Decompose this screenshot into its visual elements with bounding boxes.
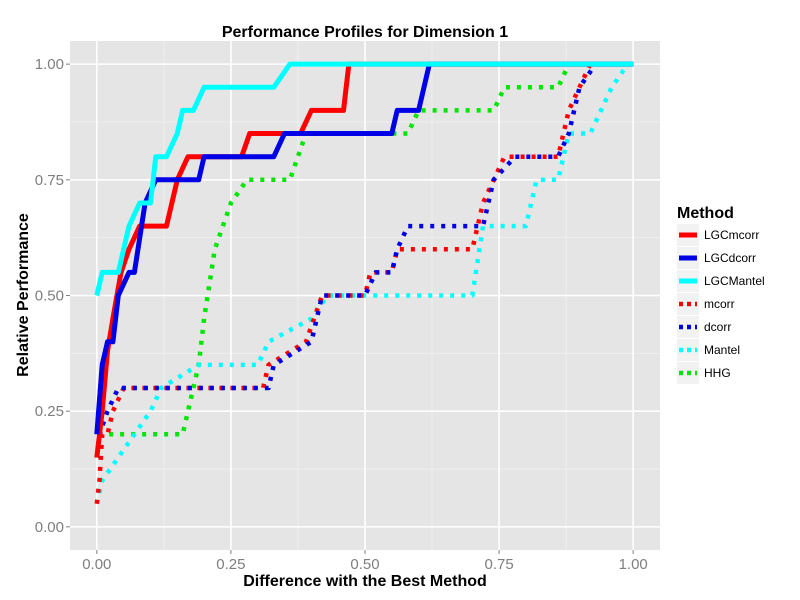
series-line-dcorr: [94, 61, 634, 458]
y-tick-label: 0.25: [35, 403, 64, 420]
legend-label: dcorr: [704, 320, 731, 334]
y-tick-label: 0.50: [35, 288, 64, 305]
legend: Method LGCmcorr LGCdcorr LGCMantel mcorr dco…: [677, 205, 765, 384]
series-line-lgcdcorr: [94, 61, 634, 435]
y-axis-title: Relative Performance: [15, 213, 32, 377]
y-tick-label: 0.75: [35, 172, 64, 189]
legend-label: HHG: [704, 366, 731, 380]
y-tick-label: 1.00: [35, 56, 64, 73]
legend-label: LGCdcorr: [704, 251, 756, 265]
x-tick-label: 1.00: [619, 556, 648, 573]
x-axis-ticks: 0.00 0.25 0.50 0.75 1.00: [82, 550, 648, 573]
legend-label: LGCMantel: [704, 274, 765, 288]
x-tick-label: 0.25: [216, 556, 245, 573]
y-tick-label: 0.00: [35, 519, 64, 536]
legend-title: Method: [677, 205, 734, 222]
chart-title: Performance Profiles for Dimension 1: [222, 24, 508, 41]
x-tick-label: 0.50: [350, 556, 379, 573]
legend-label: Mantel: [704, 343, 740, 357]
legend-label: mcorr: [704, 297, 735, 311]
y-axis-ticks: 0.00 0.25 0.50 0.75 1.00: [35, 56, 70, 536]
x-tick-label: 0.00: [82, 556, 111, 573]
series-lines: [94, 61, 634, 505]
series-line-mcorr: [94, 61, 634, 504]
legend-label: LGCmcorr: [704, 228, 759, 242]
series-line-lgcmantel: [94, 61, 634, 297]
x-tick-label: 0.75: [484, 556, 513, 573]
x-axis-title: Difference with the Best Method: [243, 573, 487, 590]
